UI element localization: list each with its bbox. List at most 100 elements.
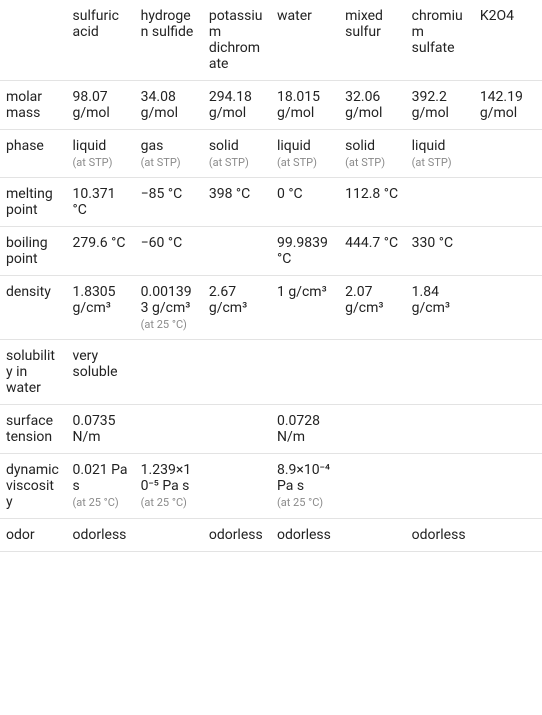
cell-value: 444.7 °C: [345, 235, 398, 251]
table-cell: 99.9839 °C: [271, 227, 339, 276]
cell-value: solid: [209, 138, 239, 154]
col-header: mixed sulfur: [339, 0, 406, 81]
table-cell: 142.19 g/mol: [474, 81, 542, 130]
cell-note: (at STP): [277, 156, 333, 169]
table-cell: [406, 178, 474, 227]
table-cell: [339, 454, 406, 519]
table-cell: 0.001393 g/cm³(at 25 °C): [135, 276, 203, 340]
row-header: phase: [0, 130, 67, 178]
table-cell: [474, 405, 542, 454]
table-cell: liquid (at STP): [271, 130, 339, 178]
table-cell: 398 °C: [203, 178, 271, 227]
table-cell: 8.9×10⁻⁴ Pa s(at 25 °C): [271, 454, 339, 519]
row-header: surface tension: [0, 405, 67, 454]
table-cell: [474, 130, 542, 178]
table-cell: [203, 454, 271, 519]
cell-note: (at 25 °C): [141, 496, 197, 509]
row-header: odor: [0, 519, 67, 552]
table-cell: 32.06 g/mol: [339, 81, 406, 130]
table-body: molar mass98.07 g/mol34.08 g/mol294.18 g…: [0, 81, 542, 552]
cell-note: (at STP): [345, 156, 400, 169]
table-cell: odorless: [406, 519, 474, 552]
col-header: hydrogen sulfide: [135, 0, 203, 81]
table-cell: −60 °C: [135, 227, 203, 276]
cell-value: odorless: [73, 527, 127, 543]
cell-note: (at STP): [141, 156, 197, 169]
table-cell: [339, 519, 406, 552]
table-cell: [135, 405, 203, 454]
table-cell: 0 °C: [271, 178, 339, 227]
table-cell: [406, 340, 474, 405]
cell-value: 142.19 g/mol: [480, 89, 523, 121]
table-cell: odorless: [271, 519, 339, 552]
row-header: molar mass: [0, 81, 67, 130]
table-cell: −85 °C: [135, 178, 203, 227]
cell-note: (at STP): [73, 156, 129, 169]
cell-note: (at 25 °C): [73, 496, 129, 509]
cell-value: 398 °C: [209, 186, 250, 202]
table-cell: [406, 454, 474, 519]
table-cell: [474, 454, 542, 519]
table-cell: [203, 405, 271, 454]
table-row: dynamic viscosity0.021 Pa s(at 25 °C)1.2…: [0, 454, 542, 519]
cell-value: odorless: [277, 527, 331, 543]
cell-value: liquid: [277, 138, 311, 154]
table-cell: [474, 227, 542, 276]
table-row: melting point10.371 °C −85 °C 398 °C 0 °C 11…: [0, 178, 542, 227]
table-cell: solid (at STP): [203, 130, 271, 178]
table-cell: liquid(at STP): [67, 130, 135, 178]
cell-value: odorless: [209, 527, 263, 543]
cell-value: 34.08 g/mol: [141, 89, 178, 121]
cell-value: 18.015 g/mol: [277, 89, 320, 121]
cell-note: (at STP): [209, 156, 265, 169]
table-cell: 10.371 °C: [67, 178, 135, 227]
cell-value: 392.2 g/mol: [412, 89, 449, 121]
cell-value: gas: [141, 138, 164, 154]
cell-value: liquid: [412, 138, 446, 154]
table-cell: 112.8 °C: [339, 178, 406, 227]
table-cell: gas (at STP): [135, 130, 203, 178]
table-row: solubility in watervery soluble: [0, 340, 542, 405]
table-row: odor odorless odorless odorless odorless: [0, 519, 542, 552]
table-cell: 392.2 g/mol: [406, 81, 474, 130]
table-row: density1.8305 g/cm³0.001393 g/cm³(at 25 …: [0, 276, 542, 340]
table-cell: [339, 340, 406, 405]
cell-value: 0.0735 N/m: [73, 413, 116, 445]
table-cell: [203, 227, 271, 276]
cell-value: 330 °C: [412, 235, 453, 251]
row-header: melting point: [0, 178, 67, 227]
table-cell: [339, 405, 406, 454]
table-cell: [203, 340, 271, 405]
header-blank: [0, 0, 67, 81]
cell-value: 10.371 °C: [73, 186, 116, 218]
table-cell: 444.7 °C: [339, 227, 406, 276]
cell-value: 112.8 °C: [345, 186, 398, 202]
table-cell: 2.67 g/cm³: [203, 276, 271, 340]
table-cell: [135, 519, 203, 552]
table-cell: 294.18 g/mol: [203, 81, 271, 130]
table-cell: very soluble: [67, 340, 135, 405]
table-cell: odorless: [203, 519, 271, 552]
col-header: K2O4: [474, 0, 542, 81]
table-cell: 34.08 g/mol: [135, 81, 203, 130]
table-cell: [474, 276, 542, 340]
cell-value: 8.9×10⁻⁴ Pa s: [277, 462, 330, 494]
cell-value: −85 °C: [141, 186, 183, 202]
table-cell: 0.0735 N/m: [67, 405, 135, 454]
table-cell: [474, 178, 542, 227]
col-header: sulfuric acid: [67, 0, 135, 81]
cell-value: very soluble: [73, 348, 118, 380]
table-row: boiling point279.6 °C−60 °C99.9839 °C444…: [0, 227, 542, 276]
col-header: potassium dichromate: [203, 0, 271, 81]
header-row: sulfuric acid hydrogen sulfide potassium…: [0, 0, 542, 81]
table-cell: [135, 340, 203, 405]
cell-value: 1.239×10⁻⁵ Pa s: [141, 462, 192, 494]
properties-table: sulfuric acid hydrogen sulfide potassium…: [0, 0, 542, 552]
row-header: density: [0, 276, 67, 340]
cell-value: 0.021 Pa s: [73, 462, 128, 494]
cell-value: 1 g/cm³: [277, 284, 327, 300]
table-header: sulfuric acid hydrogen sulfide potassium…: [0, 0, 542, 81]
cell-value: 2.07 g/cm³: [345, 284, 383, 316]
cell-note: (at 25 °C): [141, 318, 197, 331]
cell-value: 32.06 g/mol: [345, 89, 382, 121]
